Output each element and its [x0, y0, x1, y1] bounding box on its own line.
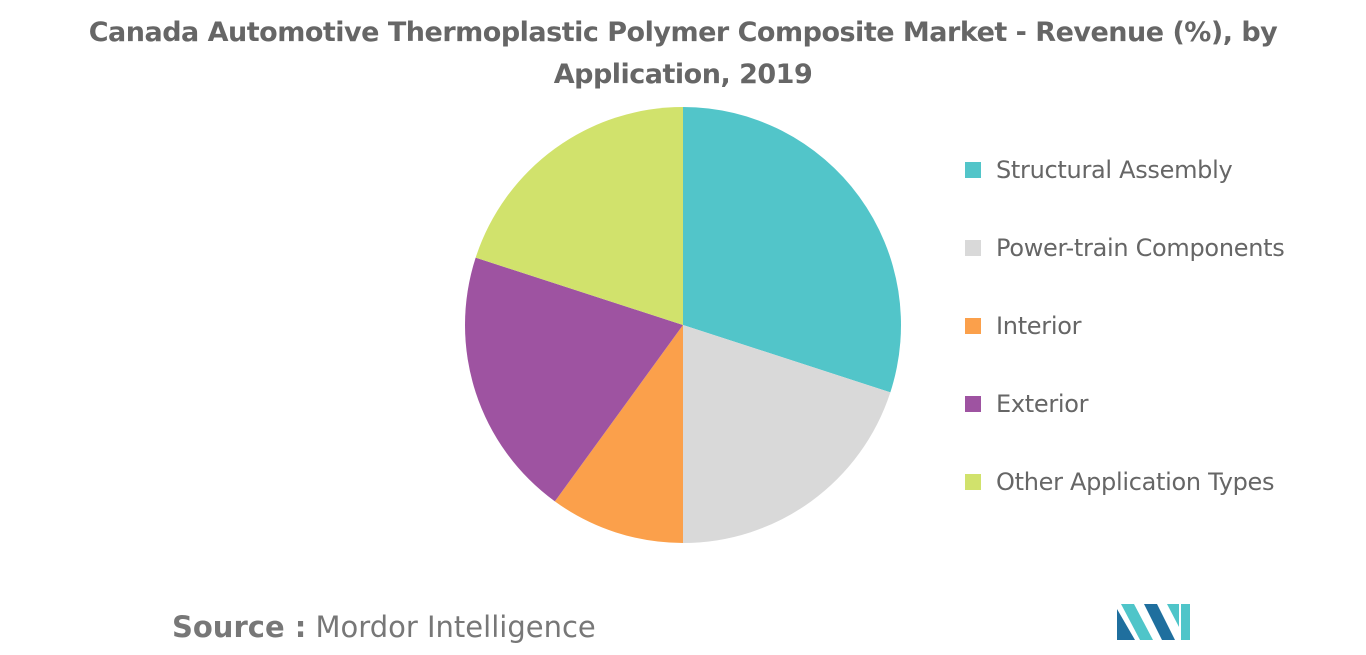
legend-swatch — [965, 396, 981, 412]
legend-item-other-application-types: Other Application Types — [965, 462, 1284, 540]
pie-slice-interior — [554, 325, 683, 543]
legend-swatch — [965, 240, 981, 256]
source-prefix: Source : — [172, 610, 307, 644]
legend-item-structural-assembly: Structural Assembly — [965, 150, 1284, 228]
legend-label: Interior — [996, 312, 1082, 340]
legend-label: Power-train Components — [996, 234, 1285, 262]
chart-title: Canada Automotive Thermoplastic Polymer … — [88, 17, 1278, 90]
legend-swatch — [965, 318, 981, 334]
legend-swatch — [965, 162, 981, 178]
legend-label: Structural Assembly — [996, 156, 1233, 184]
source-credit: Source : Mordor Intelligence — [172, 606, 596, 648]
legend-item-power-train-components: Power-train Components — [965, 228, 1285, 306]
chart-legend: Structural Assembly Power-train Component… — [965, 150, 1285, 540]
pie-slice-other-application-types — [475, 107, 683, 325]
pie-slice-exterior — [464, 257, 683, 502]
legend-item-exterior: Exterior — [965, 384, 1284, 462]
legend-item-interior: Interior — [965, 306, 1284, 384]
pie-slice-structural-assembly — [683, 107, 902, 393]
legend-label: Other Application Types — [996, 468, 1275, 496]
legend-label: Exterior — [996, 390, 1089, 418]
mordor-intelligence-logo-icon — [1117, 604, 1190, 640]
pie-slice-power-train-components — [683, 325, 891, 543]
source-name: Mordor Intelligence — [315, 610, 596, 644]
legend-swatch — [965, 474, 981, 490]
